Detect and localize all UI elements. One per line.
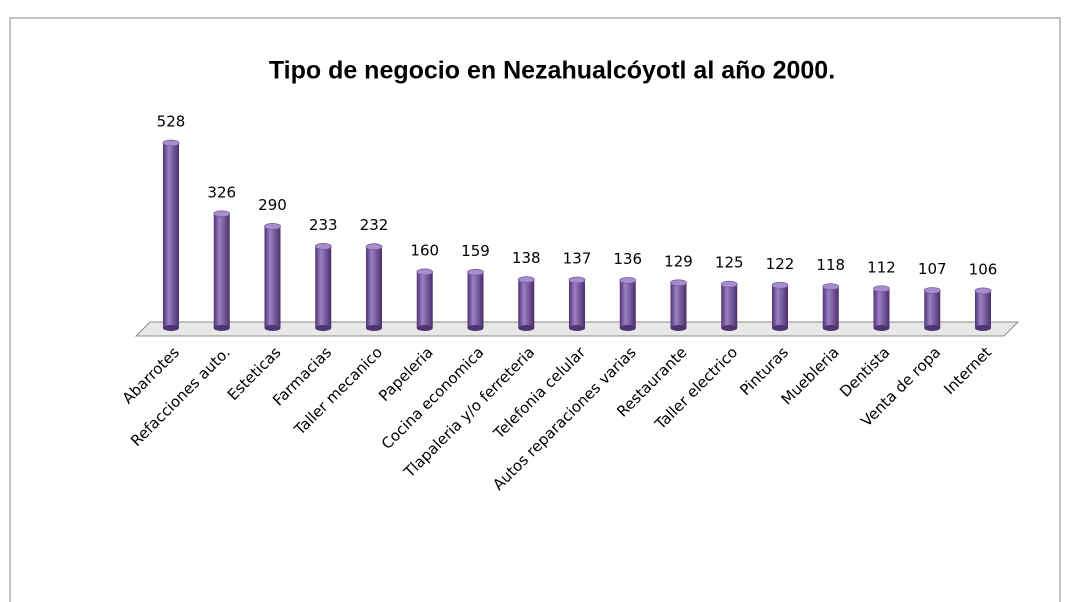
bar-part [518, 279, 535, 328]
bar-part [213, 210, 231, 218]
bar-part [975, 290, 991, 328]
bar-part [163, 143, 179, 328]
data-label: 159 [461, 242, 490, 260]
data-label: 107 [918, 260, 947, 278]
bar-part [923, 287, 941, 294]
data-label: 160 [410, 241, 439, 259]
bar [162, 139, 180, 331]
bar-part [772, 285, 788, 328]
bar [517, 276, 535, 331]
bar-part [873, 325, 890, 331]
bar [873, 285, 890, 331]
bar-part [619, 325, 636, 331]
bar-part [264, 325, 281, 331]
data-label: 290 [258, 196, 287, 214]
bar-part [974, 287, 992, 295]
bar-part [924, 325, 941, 331]
bar [720, 280, 738, 331]
bar [974, 287, 992, 331]
bar-part [365, 243, 383, 251]
data-label: 528 [157, 113, 186, 131]
bar-part [467, 268, 484, 276]
data-label: 112 [867, 258, 896, 276]
bar-part [822, 286, 839, 328]
bar-part [670, 279, 687, 287]
bar-part [314, 242, 332, 250]
bar [619, 276, 637, 331]
bar [314, 242, 332, 331]
bar-part [822, 325, 839, 331]
bar-part [213, 325, 230, 331]
bar-part [416, 325, 433, 331]
bar-part [416, 268, 434, 276]
bar-part [467, 325, 484, 331]
data-label: 125 [715, 254, 744, 272]
data-label: 232 [360, 216, 389, 234]
data-label: 138 [512, 249, 541, 267]
bar [416, 268, 434, 331]
data-label: 106 [969, 260, 998, 278]
bar [923, 287, 941, 331]
bar-part [518, 325, 535, 331]
data-label: 137 [563, 249, 592, 267]
bar-part [568, 276, 586, 284]
bar-part [771, 281, 789, 289]
bar-part [264, 222, 281, 230]
bar-part [517, 276, 535, 284]
data-label: 122 [766, 255, 795, 273]
bar-part [315, 325, 332, 331]
bar-part [569, 279, 585, 328]
chart-title: Tipo de negocio en Nezahualcóyotl al año… [269, 57, 835, 85]
bar-part [619, 276, 637, 284]
bar-part [315, 246, 332, 328]
bar-part [619, 280, 636, 328]
bar [568, 276, 586, 331]
bar-part [670, 282, 687, 328]
bar-part [163, 325, 179, 331]
bar-part [264, 226, 281, 328]
bar-part [213, 213, 230, 328]
bar-part [975, 325, 991, 331]
data-label: 326 [207, 183, 236, 201]
bar-part [416, 271, 433, 328]
bar [771, 281, 789, 331]
bar-part [162, 139, 180, 147]
bar [467, 268, 484, 331]
bar-part [822, 283, 840, 291]
data-label: 118 [816, 256, 845, 274]
bar-part [924, 290, 941, 328]
bar [822, 283, 840, 331]
bar [213, 210, 231, 331]
data-label: 129 [664, 252, 693, 270]
bar-part [772, 325, 788, 331]
bar-part [873, 285, 890, 293]
bar [264, 222, 281, 331]
data-label: 136 [613, 250, 642, 268]
bar-part [873, 288, 890, 328]
bar-part [467, 272, 484, 328]
bar-part [721, 325, 738, 331]
bar-part [720, 280, 738, 288]
bar [365, 243, 383, 331]
bar [670, 279, 687, 331]
bar-part [721, 284, 738, 328]
bar-part [366, 325, 382, 331]
bar-part [366, 246, 382, 328]
bar-part [569, 325, 585, 331]
data-label: 233 [309, 216, 338, 234]
bar-part [670, 325, 687, 331]
